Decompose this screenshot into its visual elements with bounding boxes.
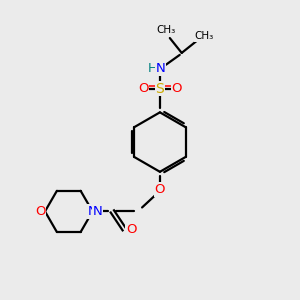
Text: CH₃: CH₃ <box>195 31 214 41</box>
Text: O: O <box>138 82 148 95</box>
Text: O: O <box>172 82 182 95</box>
Text: N: N <box>156 62 166 75</box>
Text: CH₃: CH₃ <box>156 25 176 35</box>
Text: O: O <box>155 183 165 196</box>
Text: H: H <box>147 62 157 75</box>
Text: S: S <box>155 82 164 96</box>
Text: O: O <box>35 205 45 218</box>
Text: N: N <box>93 205 102 218</box>
Text: O: O <box>126 223 136 236</box>
Text: N: N <box>88 205 98 218</box>
